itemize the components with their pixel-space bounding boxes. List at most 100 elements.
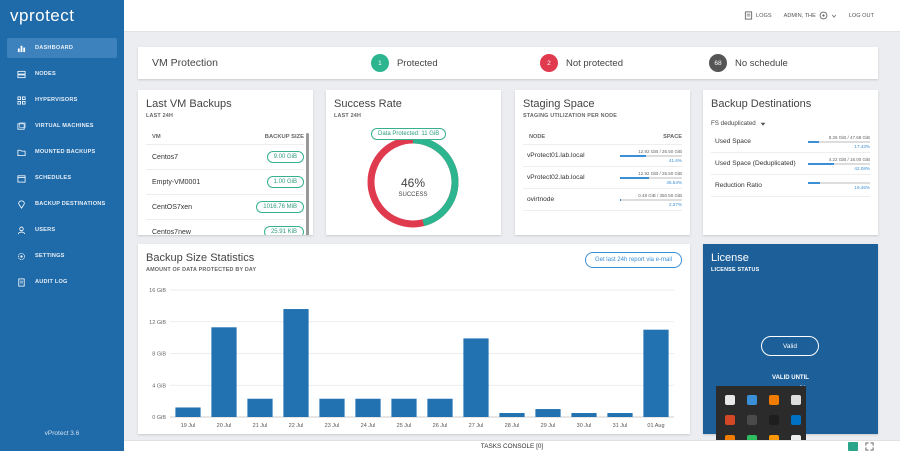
scrollbar[interactable] — [306, 133, 309, 235]
sidebar-item-dashboard[interactable]: DASHBOARD — [7, 38, 117, 58]
usage-bar-fill — [620, 176, 649, 179]
tray-item[interactable] — [720, 392, 740, 410]
backup-size-chart: 0 GiB 4 GiB 8 GiB 12 GiB 16 GiB 19 Jul 20 Jul 2… — [149, 288, 674, 429]
bar[interactable] — [463, 338, 489, 417]
bar[interactable] — [391, 398, 417, 417]
backup-size-badge: 1.00 GiB — [266, 176, 304, 188]
bar[interactable] — [319, 398, 345, 417]
sidebar-item-nodes[interactable]: NODES — [7, 64, 117, 84]
top-bar: LOGS ADMIN, THE LOG OUT — [124, 0, 900, 32]
sidebar-item-label: HYPERVISORS — [35, 97, 78, 103]
user-name: ADMIN, THE — [783, 12, 816, 19]
sidebar-item-audit-log[interactable]: AUDIT LOG — [7, 272, 117, 292]
bar[interactable] — [571, 413, 597, 417]
sidebar-item-settings[interactable]: SETTINGS — [7, 246, 117, 266]
user-menu[interactable]: ADMIN, THE — [784, 11, 837, 20]
bar[interactable] — [175, 407, 201, 417]
tasks-console-bar[interactable]: TASKS CONSOLE [0] — [124, 440, 900, 451]
image-icon — [747, 415, 757, 425]
not-protected-count: 2 — [539, 54, 558, 72]
tray-item[interactable] — [742, 412, 762, 430]
destination-select[interactable]: FS deduplicated — [703, 110, 878, 131]
sidebar-item-hypervisors[interactable]: HYPERVISORS — [7, 90, 117, 110]
usage-percent: 41.6% — [668, 157, 682, 163]
node-icon — [15, 68, 27, 80]
staging-title: Staging Space — [523, 98, 595, 110]
bar[interactable] — [427, 398, 453, 417]
backup-size-badge: 25.91 KiB — [263, 226, 304, 235]
log-icon — [15, 276, 27, 288]
license-valid-button[interactable]: Valid — [761, 336, 819, 356]
usage-bar — [808, 182, 870, 184]
usage-bar — [620, 176, 682, 179]
stats-title: Backup Size Statistics — [146, 252, 255, 264]
email-report-button[interactable]: Get last 24h report via e-mail — [584, 252, 682, 268]
usage-text: 8.26 GiB / 47.68 GiB — [828, 134, 870, 140]
tray-item[interactable] — [786, 412, 806, 430]
y-tick-label: 16 GiB — [149, 288, 166, 294]
bluetooth-icon — [747, 395, 757, 405]
usage-meter: 12.92 GiB / 26.50 GiB 41.6% — [620, 149, 682, 163]
backup-size-badge: 9.00 GiB — [266, 151, 304, 163]
bar[interactable] — [283, 309, 309, 417]
sidebar: vprotect DASHBOARD NODES HYPERVISORS VIRTUA… — [0, 0, 124, 451]
powerpoint-icon — [725, 415, 735, 425]
not-protected-status[interactable]: 2 Not protected — [539, 54, 709, 72]
usage-meter: 0.48 GiB / 350.50 GiB 2.37% — [620, 193, 682, 207]
logout-link[interactable]: LOG OUT — [848, 12, 874, 19]
user-settings-icon — [819, 11, 828, 20]
expand-icon[interactable] — [865, 442, 874, 451]
bar[interactable] — [643, 329, 669, 417]
tray-item[interactable] — [720, 412, 740, 430]
tray-item[interactable] — [786, 392, 806, 410]
tasks-toggle-icon[interactable] — [848, 442, 858, 451]
tray-item[interactable] — [764, 412, 784, 430]
staging-space-card: Staging Space STAGING UTILIZATION PER NO… — [515, 90, 690, 235]
sidebar-item-mounted-backups[interactable]: MOUNTED BACKUPS — [7, 142, 117, 162]
bar[interactable] — [211, 327, 237, 417]
table-row[interactable]: Centos7new 25.91 KiB — [146, 220, 304, 235]
sidebar-item-label: SCHEDULES — [35, 175, 72, 181]
sidebar-item-backup-destinations[interactable]: BACKUP DESTINATIONS — [7, 194, 117, 214]
sidebar-nav: DASHBOARD NODES HYPERVISORS VIRTUAL MACHINE… — [0, 38, 124, 292]
table-row[interactable]: CentOS7xen 1016.76 MiB — [146, 195, 304, 220]
usage-bar-fill — [620, 154, 646, 157]
data-protected-badge: Data Protected: 11 GiB — [371, 128, 447, 140]
x-tick-label: 23 Jul — [325, 423, 340, 429]
bar[interactable] — [535, 409, 561, 417]
table-row[interactable]: Centos7 9.00 GiB — [146, 145, 304, 170]
stats-subtitle: AMOUNT OF DATA PROTECTED BY DAY — [146, 267, 257, 273]
user-icon — [15, 224, 27, 236]
usage-bar — [808, 162, 870, 165]
sidebar-item-label: SETTINGS — [35, 253, 65, 259]
list-item: Reduction Ratio 19.46% — [711, 175, 870, 197]
success-rate-subtitle: LAST 24H — [334, 113, 362, 119]
sidebar-item-label: MOUNTED BACKUPS — [35, 149, 96, 155]
bar[interactable] — [499, 413, 525, 417]
logo[interactable]: vprotect — [10, 6, 75, 25]
no-schedule-status[interactable]: 68 No schedule — [708, 54, 878, 72]
license-subtitle: LICENSE STATUS — [711, 267, 760, 273]
table-row[interactable]: Empty-VM0001 1.00 GiB — [146, 170, 304, 195]
sidebar-item-schedules[interactable]: SCHEDULES — [7, 168, 117, 188]
protected-label: Protected — [396, 57, 438, 69]
protected-status[interactable]: 1 Protected — [370, 54, 540, 72]
bar[interactable] — [607, 413, 633, 417]
tray-item[interactable] — [742, 392, 762, 410]
sidebar-item-users[interactable]: USERS — [7, 220, 117, 240]
col-space: SPACE — [663, 133, 682, 140]
logs-link[interactable]: LOGS — [744, 11, 772, 20]
x-tick-label: 19 Jul — [181, 423, 196, 429]
staging-subtitle: STAGING UTILIZATION PER NODE — [523, 113, 618, 119]
backup-destinations-card: Backup Destinations FS deduplicated Used… — [703, 90, 878, 235]
sidebar-item-virtual-machines[interactable]: VIRTUAL MACHINES — [7, 116, 117, 136]
x-tick-label: 01 Aug — [647, 423, 664, 429]
bar[interactable] — [247, 398, 273, 417]
vm-name: Empty-VM0001 — [152, 178, 201, 186]
x-tick-label: 29 Jul — [541, 423, 556, 429]
sidebar-item-label: NODES — [35, 71, 56, 77]
bar[interactable] — [355, 398, 381, 417]
gear-icon — [15, 250, 27, 262]
x-tick-label: 28 Jul — [505, 423, 520, 429]
tray-item[interactable] — [764, 392, 784, 410]
